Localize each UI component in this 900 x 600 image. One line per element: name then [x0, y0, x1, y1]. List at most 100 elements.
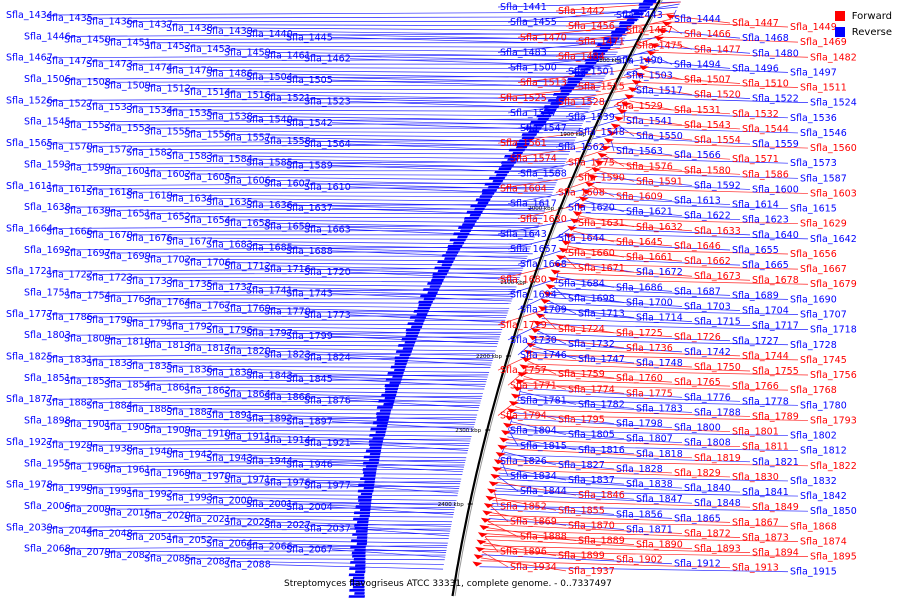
- right-leader-line: [551, 288, 731, 296]
- reverse-gene-label: Sfla_1816: [578, 445, 625, 456]
- reverse-leader-line: [171, 323, 504, 326]
- forward-gene-label: Sfla_1673: [694, 271, 741, 282]
- right-leader-line: [500, 463, 673, 474]
- forward-gene-label: Sfla_1889: [578, 536, 625, 547]
- reverse-feature: [422, 288, 440, 291]
- forward-gene-label: Sfla_1580: [684, 165, 731, 176]
- forward-gene-label: Sfla_1771: [510, 380, 557, 391]
- right-leader-line: [512, 418, 673, 428]
- reverse-gene-label: Sfla_1436: [86, 16, 133, 27]
- reverse-feature: [413, 310, 429, 313]
- reverse-leader-line: [229, 475, 462, 480]
- reverse-feature: [514, 142, 530, 146]
- reverse-leader-line: [229, 347, 496, 352]
- forward-gene-label: Sfla_1870: [568, 520, 615, 531]
- forward-feature: [614, 116, 625, 122]
- forward-gene-label: Sfla_1934: [510, 562, 557, 573]
- reverse-leader-line: [109, 293, 514, 297]
- reverse-leader-line: [91, 101, 593, 104]
- reverse-gene-label: Sfla_1607: [264, 179, 311, 190]
- forward-gene-label: Sfla_1529: [616, 101, 663, 112]
- reverse-leader-line: [251, 30, 627, 36]
- reverse-leader-line: [251, 542, 447, 549]
- forward-gene-label: Sfla_1662: [684, 256, 731, 267]
- right-leader-line: [622, 115, 683, 126]
- reverse-gene-label: Sfla_1706: [184, 258, 231, 269]
- right-leader-line: [533, 342, 683, 353]
- reverse-leader-line: [309, 439, 470, 447]
- forward-gene-label: Sfla_1560: [810, 143, 857, 154]
- reverse-gene-label: Sfla_1763: [104, 294, 151, 305]
- reverse-gene-label: Sfla_1588: [520, 168, 567, 179]
- reverse-feature: [368, 440, 384, 443]
- reverse-feature: [495, 173, 508, 177]
- reverse-gene-label: Sfla_1783: [636, 403, 683, 414]
- reverse-gene-label: Sfla_1486: [206, 69, 253, 80]
- reverse-gene-label: Sfla_1839: [206, 368, 253, 379]
- reverse-leader-line: [51, 353, 495, 357]
- forward-feature: [476, 539, 487, 545]
- reverse-feature: [603, 37, 620, 40]
- reverse-leader-line: [211, 155, 567, 160]
- right-leader-line: [609, 142, 809, 149]
- forward-feature: [513, 386, 524, 392]
- reverse-feature: [638, 3, 654, 6]
- forward-gene-label: Sfla_1869: [510, 516, 557, 527]
- reverse-gene-label: Sfla_1506: [24, 74, 71, 85]
- reverse-gene-label: Sfla_1808: [684, 438, 731, 449]
- forward-gene-label: Sfla_1852: [500, 501, 547, 512]
- reverse-feature: [393, 368, 406, 372]
- forward-gene-label: Sfla_1873: [742, 532, 789, 543]
- right-leader-line: [568, 242, 731, 251]
- forward-gene-label: Sfla_1656: [790, 249, 837, 260]
- reverse-feature: [432, 275, 446, 279]
- right-leader-line: [544, 309, 799, 315]
- forward-gene-label: Sfla_1895: [810, 552, 857, 563]
- right-leader-line: [656, 45, 751, 54]
- forward-gene-label: Sfla_1471: [578, 36, 625, 47]
- right-leader-line: [545, 306, 635, 318]
- reverse-gene-label: Sfla_1688: [286, 246, 333, 257]
- reverse-leader-line: [189, 216, 543, 219]
- reverse-gene-label: Sfla_1850: [810, 506, 857, 517]
- reverse-leader-line: [189, 557, 445, 561]
- reverse-gene-label: Sfla_1636: [246, 200, 293, 211]
- reverse-gene-label: Sfla_1782: [578, 399, 625, 410]
- reverse-feature: [527, 130, 540, 133]
- reverse-gene-label: Sfla_1655: [732, 245, 779, 256]
- reverse-gene-label: Sfla_2066: [246, 542, 293, 553]
- right-leader-line: [520, 387, 683, 398]
- reverse-leader-line: [69, 502, 456, 507]
- reverse-gene-label: Sfla_1714: [636, 313, 683, 324]
- reverse-leader-line: [109, 336, 500, 339]
- reverse-gene-label: Sfla_2025: [224, 517, 271, 528]
- right-leader-line: [497, 127, 617, 144]
- reverse-gene-label: Sfla_1876: [304, 395, 351, 406]
- forward-gene-label: Sfla_1759: [558, 369, 605, 380]
- forward-feature: [517, 371, 528, 377]
- reverse-feature: [584, 58, 600, 62]
- reverse-gene-label: Sfla_1971: [224, 474, 271, 485]
- reverse-leader-line: [251, 457, 466, 463]
- right-leader-line: [481, 554, 673, 565]
- reverse-gene-label: Sfla_1773: [304, 310, 351, 321]
- reverse-gene-label: Sfla_2085: [144, 553, 191, 564]
- right-leader-line: [565, 12, 675, 27]
- reverse-feature: [354, 592, 365, 595]
- reverse-leader-line: [189, 130, 579, 134]
- reverse-gene-label: Sfla_1610: [304, 182, 351, 193]
- forward-feature: [624, 94, 635, 100]
- reverse-feature: [410, 325, 423, 329]
- forward-gene-label: Sfla_1830: [732, 472, 779, 483]
- reverse-gene-label: Sfla_1452: [144, 41, 191, 52]
- reverse-gene-label: Sfla_1909: [144, 425, 191, 436]
- forward-gene-label: Sfla_1561: [500, 138, 547, 149]
- forward-gene-label: Sfla_1507: [684, 75, 731, 86]
- reverse-leader-line: [211, 326, 503, 330]
- forward-gene-label: Sfla_1765: [674, 377, 721, 388]
- reverse-gene-label: Sfla_1686: [616, 282, 663, 293]
- reverse-feature: [610, 34, 623, 37]
- reverse-gene-label: Sfla_1800: [674, 423, 721, 434]
- forward-feature: [515, 379, 526, 384]
- forward-gene-label: Sfla_1667: [800, 264, 847, 275]
